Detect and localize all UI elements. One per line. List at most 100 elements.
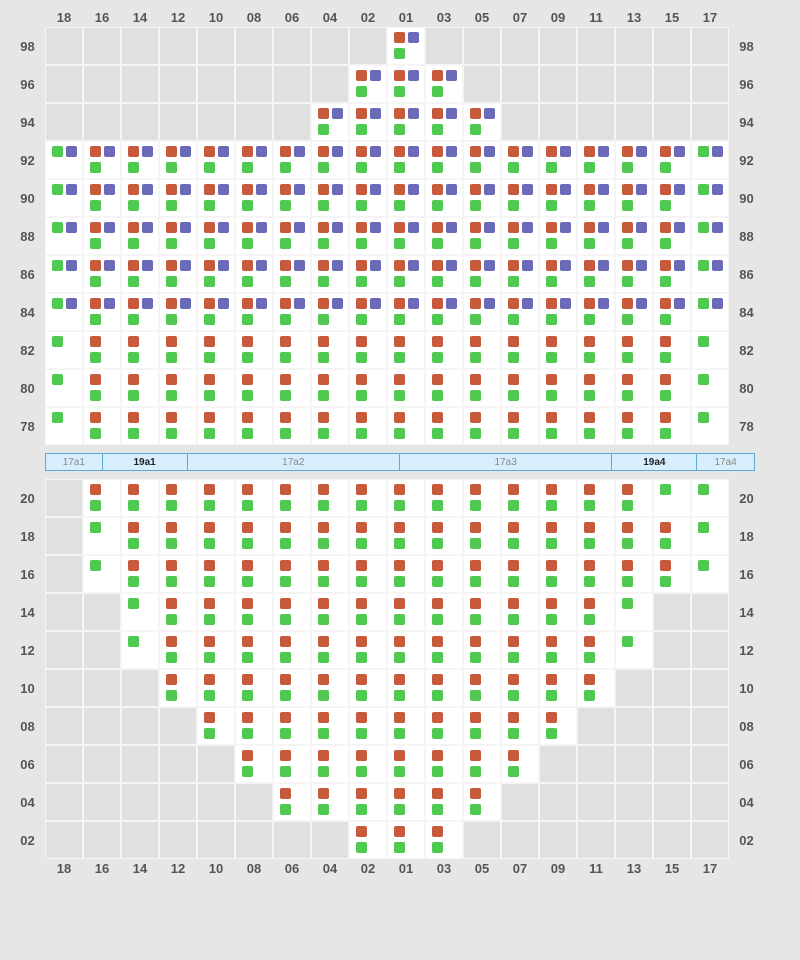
grid-cell[interactable] <box>311 631 349 669</box>
grid-cell[interactable] <box>83 479 121 517</box>
grid-cell[interactable] <box>311 293 349 331</box>
grid-cell[interactable] <box>501 141 539 179</box>
grid-cell[interactable] <box>463 217 501 255</box>
grid-cell[interactable] <box>121 141 159 179</box>
grid-cell[interactable] <box>539 369 577 407</box>
grid-cell[interactable] <box>83 517 121 555</box>
grid-cell[interactable] <box>121 293 159 331</box>
grid-cell[interactable] <box>539 141 577 179</box>
grid-cell[interactable] <box>691 331 729 369</box>
grid-cell[interactable] <box>425 407 463 445</box>
grid-cell[interactable] <box>159 331 197 369</box>
grid-cell[interactable] <box>501 745 539 783</box>
grid-cell[interactable] <box>463 141 501 179</box>
grid-cell[interactable] <box>83 141 121 179</box>
grid-cell[interactable] <box>197 255 235 293</box>
grid-cell[interactable] <box>615 407 653 445</box>
grid-cell[interactable] <box>197 479 235 517</box>
grid-cell[interactable] <box>387 707 425 745</box>
grid-cell[interactable] <box>197 555 235 593</box>
grid-cell[interactable] <box>425 141 463 179</box>
grid-cell[interactable] <box>539 179 577 217</box>
grid-cell[interactable] <box>691 179 729 217</box>
grid-cell[interactable] <box>463 783 501 821</box>
grid-cell[interactable] <box>235 707 273 745</box>
grid-cell[interactable] <box>425 517 463 555</box>
grid-cell[interactable] <box>197 631 235 669</box>
grid-cell[interactable] <box>273 631 311 669</box>
grid-cell[interactable] <box>197 293 235 331</box>
grid-cell[interactable] <box>577 555 615 593</box>
grid-cell[interactable] <box>501 631 539 669</box>
grid-cell[interactable] <box>577 217 615 255</box>
grid-cell[interactable] <box>653 179 691 217</box>
grid-cell[interactable] <box>387 27 425 65</box>
grid-cell[interactable] <box>463 555 501 593</box>
grid-cell[interactable] <box>425 65 463 103</box>
grid-cell[interactable] <box>425 179 463 217</box>
grid-cell[interactable] <box>121 593 159 631</box>
grid-cell[interactable] <box>311 555 349 593</box>
grid-cell[interactable] <box>387 369 425 407</box>
grid-cell[interactable] <box>197 141 235 179</box>
grid-cell[interactable] <box>463 479 501 517</box>
grid-cell[interactable] <box>235 517 273 555</box>
grid-cell[interactable] <box>387 65 425 103</box>
grid-cell[interactable] <box>197 707 235 745</box>
grid-cell[interactable] <box>159 141 197 179</box>
grid-cell[interactable] <box>349 821 387 859</box>
grid-cell[interactable] <box>273 593 311 631</box>
grid-cell[interactable] <box>159 217 197 255</box>
grid-cell[interactable] <box>501 707 539 745</box>
grid-cell[interactable] <box>691 407 729 445</box>
grid-cell[interactable] <box>463 293 501 331</box>
grid-cell[interactable] <box>235 593 273 631</box>
grid-cell[interactable] <box>349 141 387 179</box>
grid-cell[interactable] <box>463 255 501 293</box>
grid-cell[interactable] <box>273 179 311 217</box>
grid-cell[interactable] <box>121 369 159 407</box>
grid-cell[interactable] <box>273 255 311 293</box>
grid-cell[interactable] <box>311 745 349 783</box>
grid-cell[interactable] <box>463 517 501 555</box>
grid-cell[interactable] <box>83 293 121 331</box>
grid-cell[interactable] <box>311 255 349 293</box>
grid-cell[interactable] <box>539 555 577 593</box>
grid-cell[interactable] <box>425 593 463 631</box>
grid-cell[interactable] <box>235 217 273 255</box>
grid-cell[interactable] <box>387 631 425 669</box>
grid-cell[interactable] <box>387 783 425 821</box>
grid-cell[interactable] <box>197 517 235 555</box>
grid-cell[interactable] <box>349 669 387 707</box>
grid-cell[interactable] <box>653 517 691 555</box>
grid-cell[interactable] <box>615 141 653 179</box>
grid-cell[interactable] <box>653 479 691 517</box>
grid-cell[interactable] <box>311 517 349 555</box>
grid-cell[interactable] <box>653 555 691 593</box>
grid-cell[interactable] <box>463 369 501 407</box>
grid-cell[interactable] <box>463 631 501 669</box>
grid-cell[interactable] <box>121 331 159 369</box>
grid-cell[interactable] <box>501 255 539 293</box>
grid-cell[interactable] <box>577 517 615 555</box>
grid-cell[interactable] <box>121 555 159 593</box>
grid-cell[interactable] <box>463 745 501 783</box>
grid-cell[interactable] <box>501 369 539 407</box>
grid-cell[interactable] <box>387 217 425 255</box>
grid-cell[interactable] <box>387 103 425 141</box>
grid-cell[interactable] <box>349 631 387 669</box>
grid-cell[interactable] <box>273 783 311 821</box>
grid-cell[interactable] <box>311 407 349 445</box>
grid-cell[interactable] <box>349 517 387 555</box>
grid-cell[interactable] <box>311 669 349 707</box>
grid-cell[interactable] <box>387 293 425 331</box>
grid-cell[interactable] <box>577 593 615 631</box>
grid-cell[interactable] <box>235 255 273 293</box>
grid-cell[interactable] <box>387 593 425 631</box>
grid-cell[interactable] <box>387 179 425 217</box>
grid-cell[interactable] <box>577 407 615 445</box>
grid-cell[interactable] <box>45 217 83 255</box>
grid-cell[interactable] <box>311 707 349 745</box>
grid-cell[interactable] <box>45 179 83 217</box>
aisle-segment[interactable]: 19a4 <box>612 454 697 470</box>
